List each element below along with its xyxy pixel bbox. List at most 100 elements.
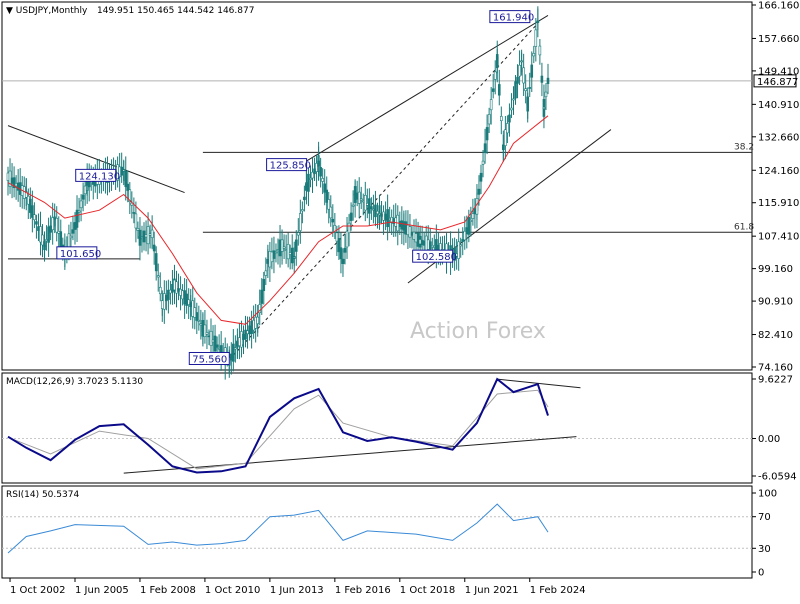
price-candle-body	[246, 330, 249, 334]
price-candle-body	[475, 198, 479, 215]
price-candle-body	[380, 213, 383, 217]
price-annotation-box	[266, 158, 308, 172]
price-candle-body	[140, 236, 144, 238]
price-candle-body	[14, 183, 18, 187]
price-candle-body	[376, 210, 379, 215]
price-candle-body	[209, 330, 213, 346]
price-candle-body	[284, 249, 288, 251]
price-candle-body	[363, 195, 367, 211]
price-candle-body	[504, 129, 507, 146]
price-candle-body	[39, 226, 42, 243]
price-candle-body	[169, 289, 172, 294]
price-candle-body	[500, 116, 503, 122]
price-candle-body	[299, 213, 302, 231]
price-candle-body	[307, 173, 310, 192]
price-candle-body	[43, 245, 46, 247]
price-candle-body	[10, 177, 14, 184]
price-candle-body	[199, 323, 203, 326]
price-candle-body	[134, 213, 138, 229]
price-candle-body	[128, 189, 132, 203]
price-candle-body	[183, 290, 186, 305]
xtick-label: 1 Jun 2021	[465, 585, 519, 596]
price-candle-body	[197, 319, 201, 322]
price-candle-body	[497, 84, 501, 96]
price-candle-body	[236, 341, 239, 347]
price-annotation-label: 124.130	[79, 171, 120, 182]
price-ytick-label: 124.160	[758, 166, 799, 177]
price-candle-body	[297, 232, 300, 236]
price-candle-body	[165, 295, 168, 302]
price-candle-body	[163, 293, 166, 310]
price-candle-body	[160, 300, 164, 309]
price-candle-body	[232, 343, 235, 362]
price-candle-body	[286, 243, 290, 260]
price-candle-body	[528, 87, 532, 89]
price-candle-body	[77, 210, 81, 213]
price-candle-body	[185, 293, 188, 306]
price-ytick-label: 140.910	[758, 100, 799, 111]
price-candle-body	[51, 217, 54, 231]
price-candle-body	[374, 204, 377, 218]
price-candle-body	[355, 192, 359, 200]
price-candle-body	[329, 206, 333, 219]
price-ytick-label: 132.660	[758, 132, 799, 143]
price-candle-body	[240, 331, 243, 348]
price-candle-body	[465, 227, 469, 235]
price-candle-body	[244, 329, 247, 340]
price-annotation-box	[75, 168, 117, 182]
price-candle-body	[514, 81, 517, 99]
macd-line	[7, 377, 549, 474]
price-candle-body	[357, 191, 361, 204]
xtick-label: 1 Oct 2002	[10, 585, 65, 596]
price-candle-body	[516, 76, 519, 84]
price-candle-body	[479, 172, 483, 182]
price-candle-body	[359, 198, 363, 201]
price-candle-body	[280, 239, 284, 252]
price-candle-body	[483, 143, 487, 154]
price-candle-body	[152, 244, 156, 252]
price-candle-body	[430, 245, 434, 248]
price-candle-body	[215, 344, 219, 348]
price-candle-body	[485, 127, 489, 141]
price-candle-body	[327, 199, 331, 210]
panel-frame-2	[1, 372, 753, 484]
price-candle-body	[75, 209, 79, 228]
trend-line	[7, 125, 185, 193]
price-candle-body	[189, 302, 193, 308]
price-ytick-label: 74.160	[758, 363, 793, 374]
price-candle-body	[69, 235, 73, 239]
watermark-text: Action Forex	[410, 319, 546, 344]
price-annotation-box	[412, 249, 454, 263]
price-candle-body	[309, 177, 312, 180]
price-ytick-label: 166.160	[758, 1, 799, 12]
rsi-ytick-label: 70	[758, 512, 771, 523]
price-candle-body	[288, 252, 292, 255]
price-candle-body	[207, 335, 211, 338]
price-candle-body	[477, 188, 481, 195]
xtick-label: 1 Oct 2018	[400, 585, 455, 596]
price-candle-body	[386, 209, 389, 228]
price-candle-body	[53, 217, 56, 220]
price-candle-body	[55, 217, 59, 233]
price-candle-body	[203, 324, 207, 338]
price-candle-body	[518, 64, 521, 77]
price-candle-body	[179, 288, 182, 296]
price-candle-body	[71, 229, 75, 234]
price-candle-body	[167, 289, 170, 300]
rsi-ytick-label: 0	[758, 568, 764, 579]
price-candle-body	[258, 304, 262, 314]
price-candle-body	[382, 211, 385, 221]
price-candle-body	[343, 247, 347, 253]
price-candle-body	[260, 289, 264, 304]
price-candle-body	[412, 231, 416, 240]
price-candle-body	[27, 195, 30, 205]
macd-trend-line	[497, 378, 581, 389]
price-candle-body	[217, 347, 221, 350]
price-candle-body	[73, 222, 77, 230]
xtick-label: 1 Oct 2010	[205, 585, 260, 596]
price-candle-body	[142, 230, 146, 243]
price-candle-body	[524, 88, 527, 92]
price-candle-body	[424, 235, 428, 253]
price-candle-body	[353, 186, 357, 203]
